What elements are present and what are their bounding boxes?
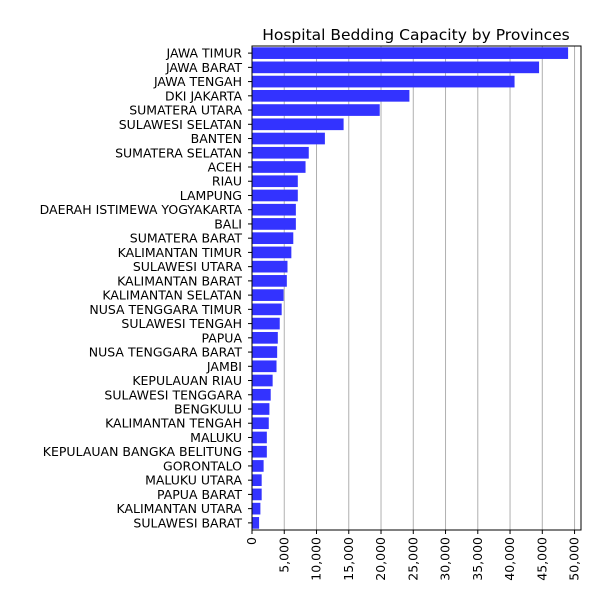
- y-tick-label: RIAU: [212, 174, 242, 189]
- x-tick-label: 35,000: [470, 537, 485, 581]
- x-tick-label: 50,000: [567, 537, 582, 581]
- bar: [252, 189, 298, 202]
- bar: [252, 132, 325, 145]
- bar: [252, 431, 267, 444]
- y-tick-label: SULAWESI UTARA: [133, 259, 243, 274]
- y-tick-label: DAERAH ISTIMEWA YOGYAKARTA: [40, 202, 243, 217]
- bar: [252, 289, 284, 301]
- x-tick-label: 40,000: [502, 537, 517, 581]
- bar: [252, 403, 270, 415]
- y-tick-label: PAPUA: [201, 330, 242, 345]
- y-tick-label: SUMATERA UTARA: [129, 103, 242, 118]
- bar: [252, 260, 288, 273]
- y-tick-label: JAWA TENGAH: [153, 74, 242, 89]
- x-ticks: 0 5,000 10,000 15,000 20,000 25,000 30,000 35,0…: [244, 530, 582, 581]
- y-tick-label: SUMATERA BARAT: [130, 231, 243, 246]
- y-tick-label: SULAWESI BARAT: [133, 515, 242, 530]
- bar: [252, 246, 292, 259]
- y-tick-label: KALIMANTAN TIMUR: [118, 245, 243, 260]
- bar: [252, 331, 278, 344]
- y-tick-label: JAWA BARAT: [165, 60, 242, 75]
- y-tick-label: KALIMANTAN TENGAH: [105, 416, 242, 431]
- x-tick-label: 15,000: [341, 537, 356, 581]
- y-tick-label: GORONTALO: [163, 458, 242, 473]
- chart-title: Hospital Bedding Capacity by Provinces: [262, 26, 570, 44]
- x-tick-label: 30,000: [438, 537, 453, 581]
- y-tick-label: SULAWESI SELATAN: [119, 117, 242, 132]
- bar: [252, 75, 515, 88]
- bar: [252, 460, 264, 472]
- y-tick-label: MALUKU UTARA: [145, 473, 242, 488]
- y-tick-label: SULAWESI TENGAH: [121, 316, 242, 331]
- bar: [252, 161, 306, 173]
- bar: [252, 89, 410, 102]
- plot-frame: [251, 45, 582, 531]
- bar: [252, 104, 380, 116]
- bar: [252, 502, 261, 515]
- y-tick-label: PAPUA BARAT: [157, 487, 242, 502]
- bar: [252, 203, 296, 216]
- bar: [252, 275, 287, 287]
- y-tick-label: LAMPUNG: [180, 188, 242, 203]
- x-tick-label: 25,000: [405, 537, 420, 581]
- y-tick-label: BALI: [214, 216, 242, 231]
- bar: [252, 218, 296, 230]
- bar: [252, 388, 271, 401]
- bar: [252, 488, 262, 501]
- bar: [252, 517, 260, 529]
- bar: [252, 474, 262, 487]
- bar: [252, 360, 277, 373]
- y-tick-label: KEPULAUAN BANGKA BELITUNG: [43, 444, 242, 459]
- x-tick-label: 0: [244, 537, 259, 545]
- bar: [252, 61, 540, 74]
- y-tick-label: SUMATERA SELATAN: [115, 145, 242, 160]
- y-tick-label: KEPULAUAN RIAU: [132, 373, 242, 388]
- y-tick-label: JAWA TIMUR: [166, 46, 243, 61]
- y-tick-label: NUSA TENGGARA BARAT: [89, 345, 243, 360]
- bar: [252, 175, 298, 188]
- y-tick-label: NUSA TENGGARA TIMUR: [89, 302, 242, 317]
- bars: [252, 47, 569, 529]
- y-tick-label: MALUKU: [190, 430, 242, 445]
- y-tick-label: ACEH: [208, 160, 242, 175]
- bar: [252, 303, 282, 316]
- bar: [252, 374, 273, 387]
- bar: [252, 417, 269, 430]
- x-tick-label: 5,000: [276, 537, 291, 573]
- bar: [252, 445, 267, 458]
- y-tick-label: KALIMANTAN SELATAN: [102, 288, 242, 303]
- y-tick-label: BENGKULU: [174, 402, 242, 417]
- y-tick-label: BANTEN: [191, 131, 242, 146]
- x-tick-label: 20,000: [373, 537, 388, 581]
- x-tick-label: 10,000: [309, 537, 324, 581]
- y-tick-label: SULAWESI TENGGARA: [104, 387, 242, 402]
- y-tick-label: DKI JAKARTA: [165, 88, 242, 103]
- bar: [252, 118, 344, 131]
- y-tick-label: JAMBI: [206, 359, 242, 374]
- bar: [252, 346, 278, 358]
- y-tick-label: KALIMANTAN BARAT: [117, 273, 242, 288]
- bar: [252, 317, 280, 330]
- y-tick-label: KALIMANTAN UTARA: [116, 501, 242, 516]
- bar: [252, 146, 309, 159]
- bar: [252, 232, 294, 245]
- x-tick-label: 45,000: [534, 537, 549, 581]
- bar: [252, 47, 569, 59]
